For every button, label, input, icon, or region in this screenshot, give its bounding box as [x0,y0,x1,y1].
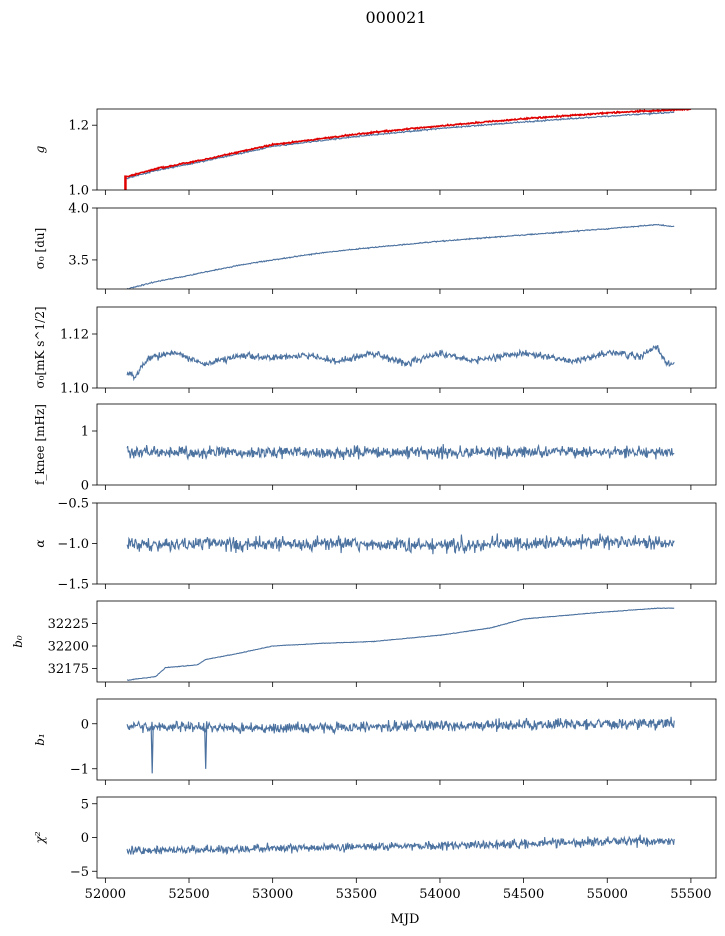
y-tick-label-sigma0_du: 3.5 [68,253,89,268]
y-tick-label-g: 1.2 [68,119,89,134]
x-tick-label: 53500 [336,887,377,902]
x-tick-label: 52500 [168,887,209,902]
y-axis-label-fknee: f_knee [mHz] [33,404,47,485]
y-axis-label-chi2: χ² [33,831,47,844]
panel-alpha: −1.5 −1.0 −0.5 α [33,497,717,593]
y-axis-label-sigma0_mk: σ₀[mK s^1/2] [33,306,47,388]
axes-frame-sigma0_mk [96,306,717,389]
x-tick-label: 54000 [419,887,460,902]
panel-chi2: −5 0 5 χ² [33,796,717,883]
figure-title: 000021 [365,8,426,27]
panel-sigma0_mk: 1.10 1.12 σ₀[mK s^1/2] [33,306,717,397]
y-tick-label-fknee: 0 [81,479,89,494]
y-tick-label-b1: 0 [81,717,89,732]
y-axis-label-alpha: α [33,539,47,547]
series-line-alpha-0 [126,533,675,555]
x-tick-label: 54500 [503,887,544,902]
y-tick-label-alpha: −1.5 [57,578,89,593]
axes-frame-g [96,108,717,191]
axes-frame-sigma0_du [96,207,717,290]
series-line-b0-0 [127,607,675,681]
x-tick-label: 53000 [252,887,293,902]
y-tick-label-alpha: −0.5 [57,497,89,512]
y-tick-label-b0: 32175 [48,662,89,677]
x-tick-label: 55000 [587,887,628,902]
y-tick-label-g: 1.0 [68,184,89,199]
x-tick-label: 52000 [85,887,126,902]
y-tick-label-sigma0_mk: 1.12 [60,328,89,343]
y-tick-label-b0: 32200 [48,640,89,655]
x-tick-label: 55500 [670,887,711,902]
panel-sigma0_du: 3.5 4.0 σ₀ [du] [33,202,717,294]
axes-frame-b0 [96,600,717,683]
y-tick-label-chi2: 0 [81,831,89,846]
axes-frame-fknee [96,403,717,486]
spike-b1-0 [150,725,154,774]
y-tick-label-sigma0_du: 4.0 [68,202,89,217]
panel-g: 1.0 1.2 g [33,108,717,199]
panel-fknee: 0 1 f_knee [mHz] [33,403,717,494]
series-line-g-0 [125,111,675,180]
y-axis-label-b0: b₀ [11,635,25,648]
y-axis-label-sigma0_du: σ₀ [du] [33,228,47,270]
y-axis-label-g: g [33,145,47,153]
y-tick-label-chi2: −5 [70,865,89,880]
series-line-chi2-0 [126,834,675,855]
series-line-sigma0_mk-0 [126,345,675,382]
series-line-fknee-0 [126,443,675,461]
x-axis-label: MJD [391,912,420,927]
series-line-g-1 [124,109,692,179]
y-tick-label-b1: −1 [70,762,89,777]
y-tick-label-alpha: −1.0 [57,537,89,552]
axes-frame-chi2 [96,796,717,879]
series-line-b1-0 [126,716,675,736]
y-tick-label-b0: 32225 [48,617,89,632]
panel-stack: 1.0 1.2 g 3.5 4.0 σ₀ [du] 1.10 1.12 σ₀[mK s^1/2]… [11,108,717,902]
y-tick-label-chi2: 5 [81,797,89,812]
axes-frame-b1 [96,698,717,781]
y-tick-label-sigma0_mk: 1.10 [60,382,89,397]
series-line-sigma0_du-0 [126,223,675,289]
spike-b1-1 [204,725,208,769]
y-axis-label-b1: b₁ [33,733,47,746]
panel-b1: −1 0 b₁ [33,698,717,785]
panel-b0: 32175 32200 32225 b₀ [11,600,717,687]
y-tick-label-fknee: 1 [81,425,89,440]
